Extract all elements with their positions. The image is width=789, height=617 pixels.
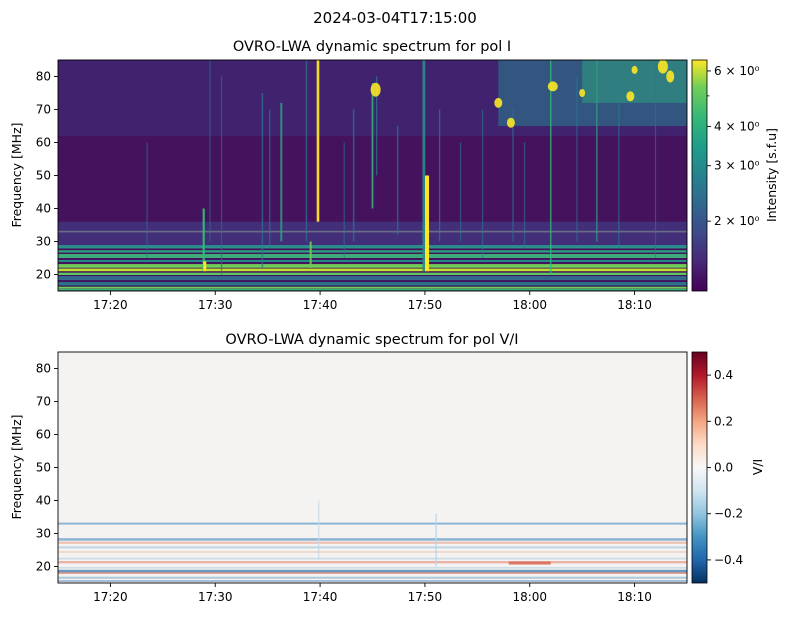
- colorbar-tick-label: 0.0: [714, 461, 733, 475]
- y-tick-label: 20: [36, 268, 51, 282]
- burst-feature: [618, 76, 620, 249]
- colorbar-tick-label: 0.2: [714, 414, 733, 428]
- colorbar-tick-label: 6 × 10⁰: [714, 64, 760, 78]
- x-tick-label: 17:40: [303, 298, 338, 312]
- y-tick-label: 80: [36, 70, 51, 84]
- y-axis-label: Frequency [MHz]: [9, 122, 24, 227]
- burst-feature: [654, 60, 657, 258]
- y-tick-label: 20: [36, 560, 51, 574]
- burst-feature: [579, 89, 586, 97]
- x-axis: 17:20 17:30 17:40 17:50 18:00 18:10: [93, 291, 652, 312]
- x-tick-label: 17:50: [408, 590, 443, 604]
- panel-stokes-i: OVRO-LWA dynamic spectrum for pol I 17:2…: [9, 39, 779, 312]
- burst-feature: [370, 82, 381, 97]
- y-tick-label: 80: [36, 362, 51, 376]
- burst-feature: [371, 83, 374, 209]
- burst-feature: [422, 60, 426, 272]
- panel-title: OVRO-LWA dynamic spectrum for pol V/I: [225, 332, 518, 348]
- y-axis: 20 30 40 50 60 70 80: [36, 362, 58, 574]
- y-tick-label: 30: [36, 527, 51, 541]
- colorbar-tick-label: 3 × 10⁰: [714, 159, 760, 173]
- burst-feature: [523, 142, 526, 249]
- burst-feature: [376, 76, 378, 176]
- burst-feature: [209, 60, 211, 242]
- x-tick-label: 18:10: [617, 298, 652, 312]
- y-tick-label: 40: [36, 494, 51, 508]
- colorbar-tick-label: −0.2: [714, 507, 743, 521]
- burst-feature: [549, 60, 552, 275]
- burst-feature: [631, 65, 638, 74]
- burst-feature: [261, 93, 264, 268]
- y-tick-label: 70: [36, 103, 51, 117]
- burst-feature: [512, 109, 514, 242]
- burst-feature: [425, 175, 430, 272]
- burst-feature: [309, 241, 312, 268]
- burst-feature: [576, 76, 578, 242]
- burst-feature: [494, 97, 503, 108]
- panel-stokes-v-over-i: OVRO-LWA dynamic spectrum for pol V/I 17…: [9, 332, 765, 604]
- x-tick-label: 18:00: [512, 298, 547, 312]
- burst-feature: [459, 142, 462, 242]
- burst-feature: [396, 126, 399, 235]
- burst-feature: [305, 60, 308, 242]
- x-tick-label: 17:50: [408, 298, 443, 312]
- y-tick-label: 60: [36, 136, 51, 150]
- burst-feature: [280, 102, 283, 242]
- colorbar-gradient: [691, 351, 708, 584]
- colorbar: 0.4 0.2 0.0 −0.2 −0.4 V/I: [691, 351, 765, 584]
- colorbar-tick-label: 4 × 10⁰: [714, 119, 760, 133]
- colorbar: 6 × 10⁰ 4 × 10⁰ 3 × 10⁰ 2 × 10⁰ Intensity […: [691, 59, 779, 292]
- burst-feature: [596, 60, 598, 242]
- burst-feature: [506, 117, 515, 128]
- colorbar-tick-label: 2 × 10⁰: [714, 214, 760, 228]
- y-tick-label: 30: [36, 235, 51, 249]
- plot-area: [57, 59, 688, 292]
- colorbar-tick-label: 0.4: [714, 368, 733, 382]
- y-axis-label: Frequency [MHz]: [9, 414, 24, 519]
- y-tick-label: 70: [36, 395, 51, 409]
- x-tick-label: 17:20: [93, 590, 128, 604]
- plot-area: [57, 351, 688, 584]
- burst-feature: [438, 109, 441, 242]
- colorbar-ticks: 6 × 10⁰ 4 × 10⁰ 3 × 10⁰ 2 × 10⁰: [707, 64, 760, 228]
- x-tick-label: 18:10: [617, 590, 652, 604]
- colorbar-label: V/I: [750, 459, 765, 475]
- burst-feature: [316, 60, 320, 222]
- burst-feature: [666, 70, 675, 83]
- burst-feature: [626, 91, 635, 102]
- y-axis: 20 30 40 50 60 70 80: [36, 70, 58, 282]
- colorbar-tick-label: −0.4: [714, 553, 743, 567]
- y-tick-label: 40: [36, 202, 51, 216]
- burst-feature: [481, 109, 484, 258]
- y-tick-label: 50: [36, 461, 51, 475]
- x-tick-label: 17:40: [303, 590, 338, 604]
- x-axis: 17:20 17:30 17:40 17:50 18:00 18:10: [93, 583, 652, 604]
- burst-feature: [343, 142, 345, 258]
- x-tick-label: 18:00: [512, 590, 547, 604]
- burst-feature: [203, 261, 207, 272]
- panel-title: OVRO-LWA dynamic spectrum for pol I: [233, 39, 511, 55]
- burst-feature: [352, 109, 355, 242]
- x-tick-label: 17:30: [198, 590, 233, 604]
- burst-feature: [547, 81, 558, 92]
- burst-feature: [220, 76, 223, 275]
- y-tick-label: 50: [36, 169, 51, 183]
- figure-title: 2024-03-04T17:15:00: [313, 9, 477, 27]
- colorbar-ticks: 0.4 0.2 0.0 −0.2 −0.4: [707, 368, 743, 567]
- x-tick-label: 17:20: [93, 298, 128, 312]
- burst-feature: [146, 142, 148, 258]
- burst-feature: [269, 109, 271, 249]
- burst-feature: [657, 59, 668, 74]
- burst-feature: [202, 208, 205, 272]
- colorbar-gradient: [691, 59, 708, 292]
- y-tick-label: 60: [36, 428, 51, 442]
- colorbar-label: Intensity [s.f.u]: [764, 128, 779, 222]
- x-tick-label: 17:30: [198, 298, 233, 312]
